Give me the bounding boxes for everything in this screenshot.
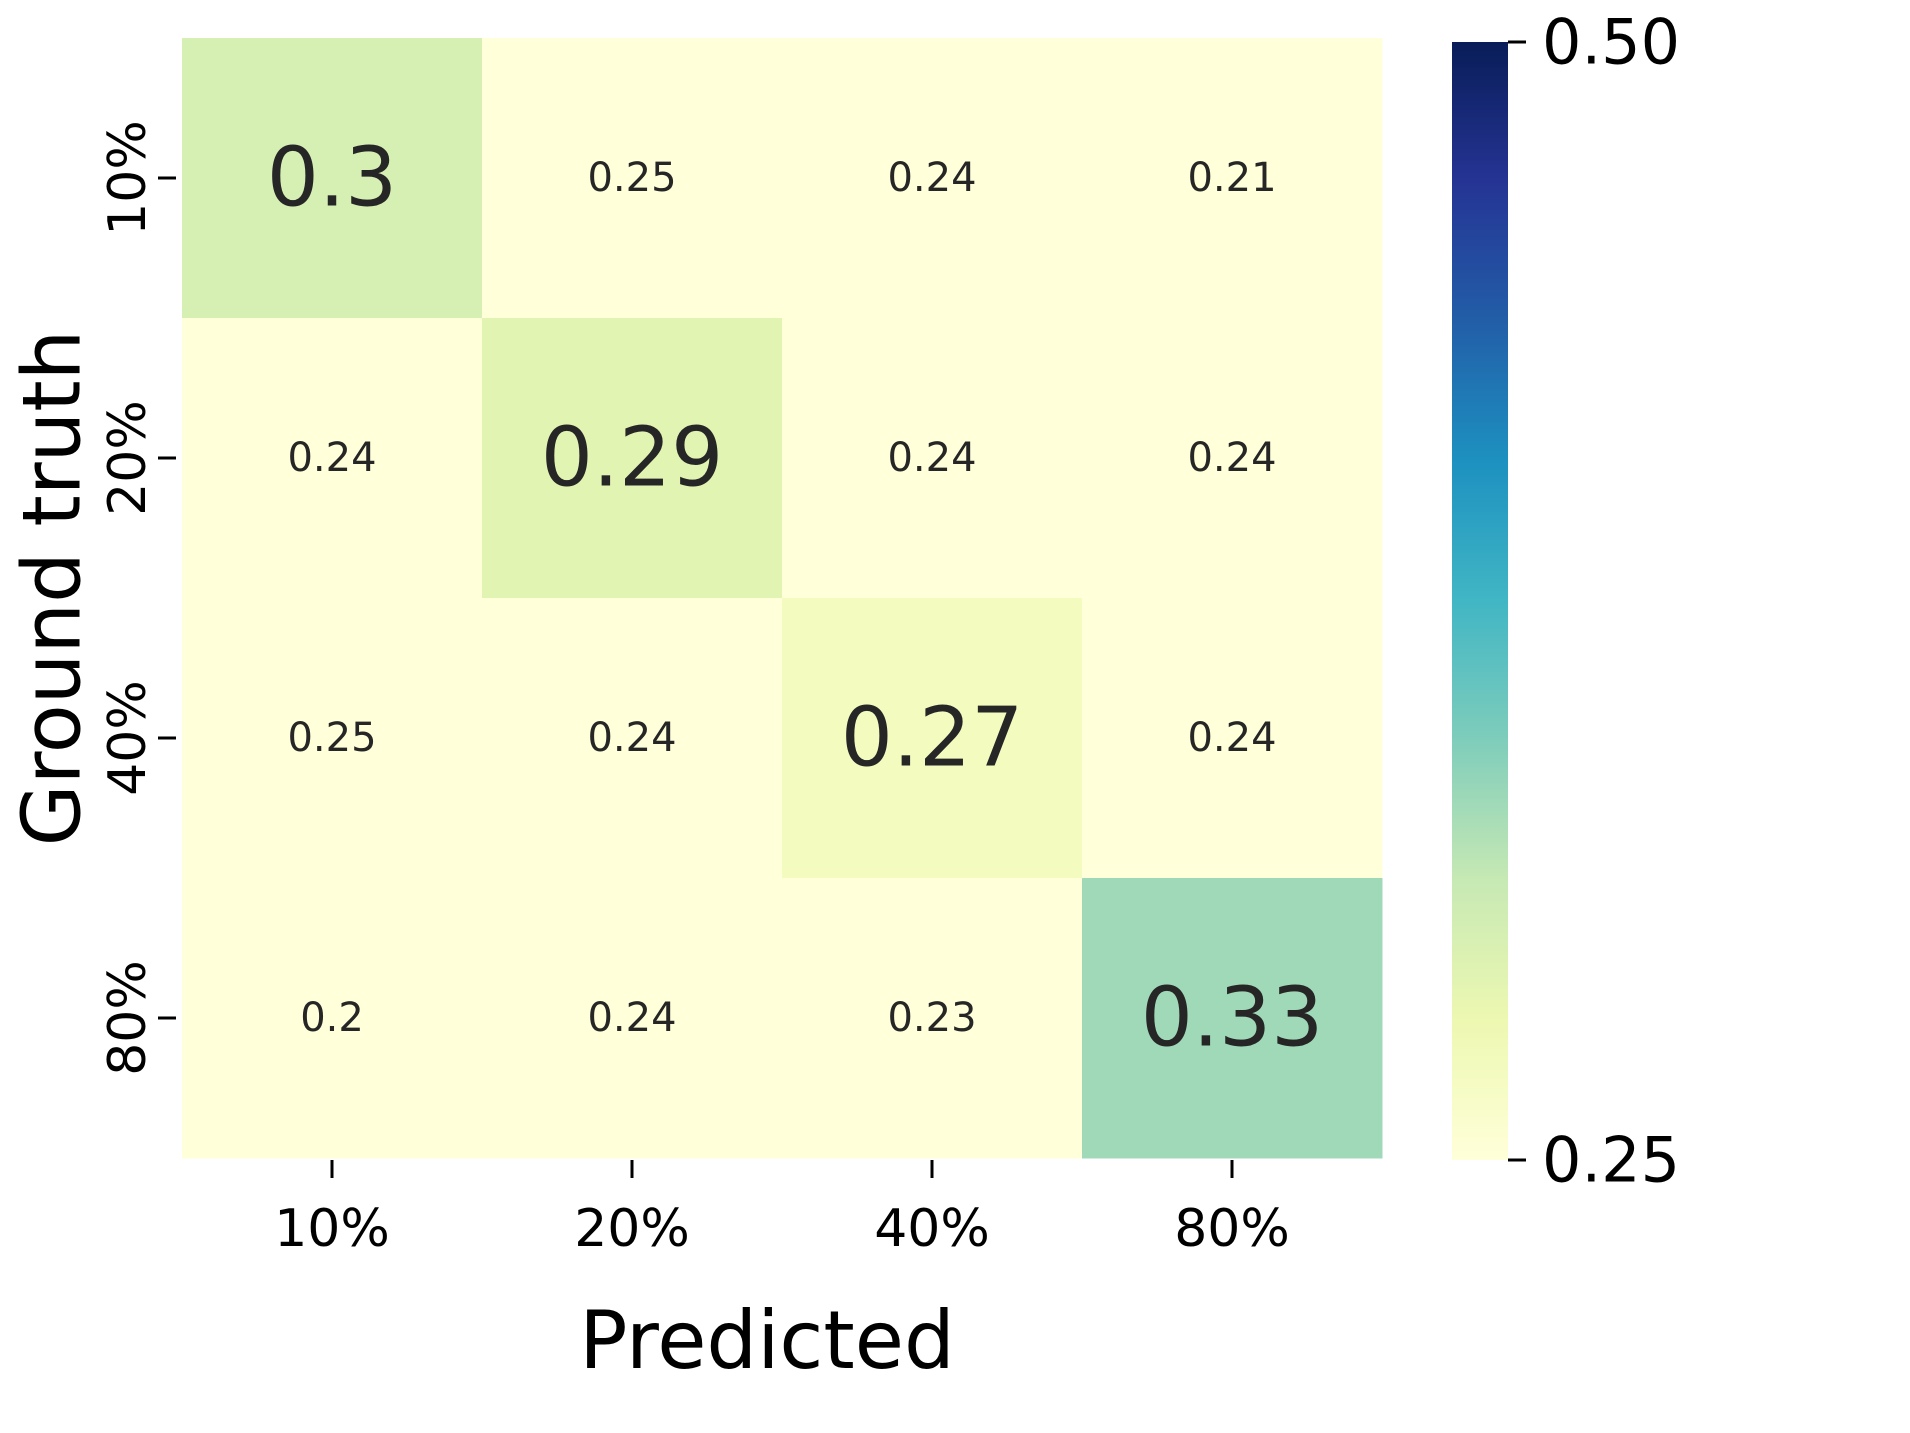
heatmap-cell (482, 878, 783, 1159)
heatmap-cell (1082, 878, 1383, 1159)
y-axis-ticks: 10% 20% 40% 80% (98, 120, 176, 1076)
x-axis-ticks: 10% 20% 40% 80% (274, 1160, 1290, 1259)
cell-value-label: 0.23 (887, 995, 976, 1041)
cell-value-label: 0.29 (541, 411, 724, 506)
cell-value-label: 0.21 (1187, 155, 1276, 201)
heatmap-cell (482, 38, 783, 319)
x-tick-label: 10% (274, 1199, 390, 1259)
cell-value-label: 0.24 (1187, 435, 1276, 481)
y-axis-label: Ground truth (6, 330, 99, 847)
heatmap-cell (182, 878, 483, 1159)
colorbar-label-max: 0.50 (1542, 6, 1680, 79)
heatmap-cell (782, 878, 1083, 1159)
heatmap-cell (1082, 318, 1383, 599)
heatmap-cells (182, 38, 1383, 1159)
colorbar: 0.50 0.25 (1452, 6, 1680, 1197)
heatmap-cell (182, 38, 483, 319)
cell-value-label: 0.24 (287, 435, 376, 481)
cell-value-label: 0.25 (287, 715, 376, 761)
y-tick-label: 10% (98, 120, 158, 236)
cell-annotations: 0.3 0.25 0.24 0.21 0.24 0.29 0.24 0.24 0.25 0.24 0… (267, 131, 1324, 1066)
cell-value-label: 0.25 (587, 155, 676, 201)
cell-value-label: 0.27 (841, 691, 1024, 786)
heatmap-cell (1082, 38, 1383, 319)
heatmap-cell (482, 318, 783, 599)
x-tick-label: 40% (874, 1199, 990, 1259)
heatmap-cell (782, 598, 1083, 879)
y-tick-label: 80% (98, 960, 158, 1076)
heatmap-cell (182, 598, 483, 879)
heatmap-cell (782, 38, 1083, 319)
x-tick-label: 80% (1174, 1199, 1290, 1259)
cell-value-label: 0.24 (587, 995, 676, 1041)
cell-value-label: 0.24 (587, 715, 676, 761)
y-tick-label: 40% (98, 680, 158, 796)
heatmap-cell (182, 318, 483, 599)
cell-value-label: 0.3 (267, 131, 397, 226)
heatmap-cell (782, 318, 1083, 599)
heatmap-cell (1082, 598, 1383, 879)
x-axis-label: Predicted (579, 1294, 955, 1387)
cell-value-label: 0.33 (1141, 971, 1324, 1066)
y-tick-label: 20% (98, 400, 158, 516)
cell-value-label: 0.24 (887, 155, 976, 201)
colorbar-label-min: 0.25 (1542, 1124, 1680, 1197)
cell-value-label: 0.24 (1187, 715, 1276, 761)
x-tick-label: 20% (574, 1199, 690, 1259)
heatmap-cell (482, 598, 783, 879)
cell-value-label: 0.2 (300, 995, 364, 1041)
colorbar-gradient (1452, 42, 1508, 1160)
cell-value-label: 0.24 (887, 435, 976, 481)
